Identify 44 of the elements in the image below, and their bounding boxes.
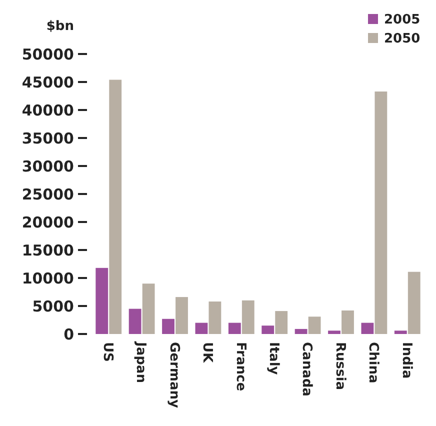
- bar: [176, 297, 188, 334]
- legend-label: 2005: [384, 12, 420, 28]
- bar: [361, 322, 374, 334]
- bar: [228, 322, 241, 334]
- y-tick-label: 35000: [22, 129, 74, 148]
- bar: [162, 318, 174, 334]
- x-tick-label: China: [366, 342, 381, 384]
- bar: [208, 302, 222, 334]
- legend-label: 2050: [384, 32, 420, 47]
- y-tick-label: 45000: [22, 73, 74, 92]
- x-tick-label: Canada: [299, 342, 314, 396]
- bar: [275, 311, 288, 334]
- bar: [195, 322, 208, 334]
- bar: [294, 328, 308, 334]
- x-tick-label: France: [232, 342, 248, 392]
- y-tick-label: 15000: [22, 241, 74, 260]
- y-tick-label: 25000: [22, 185, 74, 204]
- bar: [342, 310, 354, 334]
- bar: [262, 326, 274, 334]
- bar: [142, 284, 155, 334]
- x-tick-label: Germany: [166, 342, 182, 408]
- x-tick-label: US: [100, 342, 116, 362]
- bar: [328, 330, 340, 334]
- bar: [394, 330, 407, 334]
- x-tick-label: UK: [200, 342, 215, 364]
- y-tick-label: 5000: [32, 297, 74, 316]
- y-tick-label: 30000: [22, 157, 74, 176]
- bar: [109, 80, 122, 334]
- y-axis-title: $bn: [46, 19, 74, 34]
- bar: [96, 268, 108, 334]
- bar: [242, 300, 254, 334]
- y-tick-label: 40000: [22, 101, 74, 120]
- bar: [408, 272, 420, 334]
- y-tick-label: 10000: [22, 269, 74, 288]
- x-tick-label: Russia: [332, 342, 348, 390]
- bar: [374, 92, 388, 334]
- x-tick-label: Japan: [133, 341, 148, 383]
- y-tick-label: 20000: [22, 213, 74, 232]
- y-tick-label: 50000: [22, 45, 74, 64]
- bar: [308, 316, 321, 334]
- x-tick-label: Italy: [266, 342, 282, 376]
- bar: [128, 308, 142, 334]
- x-tick-label: India: [398, 342, 414, 379]
- y-tick-label: 0: [64, 325, 74, 344]
